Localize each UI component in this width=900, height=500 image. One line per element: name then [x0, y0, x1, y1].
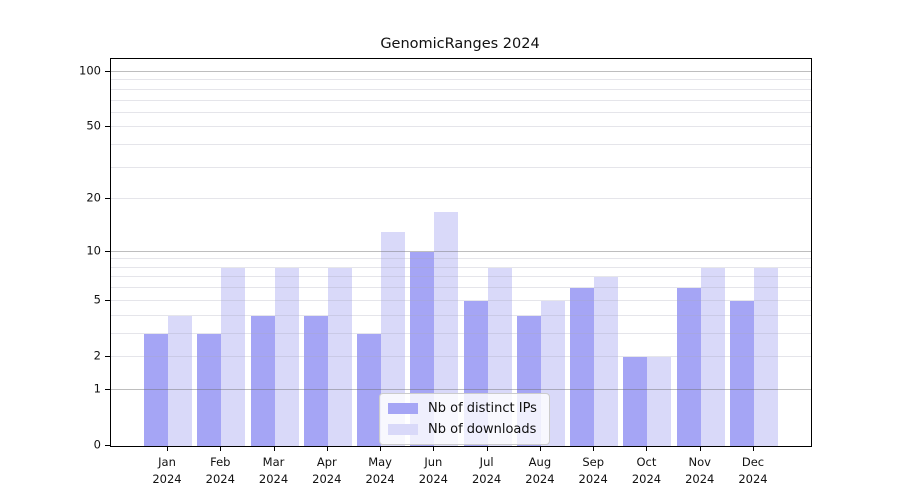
legend-swatch-distinct-ips-icon	[388, 402, 418, 414]
bar-distinct-ips-dec	[730, 300, 754, 446]
y-tick-mark-50	[105, 126, 110, 128]
x-tick-mark-jun	[433, 446, 435, 451]
bar-distinct-ips-sep	[570, 288, 595, 446]
legend-label-downloads: Nb of downloads	[428, 421, 537, 437]
x-tick-mark-may	[380, 446, 382, 451]
y-tick-label-2: 2	[93, 348, 101, 363]
y-tick-mark-10	[105, 250, 110, 252]
x-tick-label-aug: Aug 2024	[525, 455, 555, 486]
x-tick-mark-nov	[699, 446, 701, 451]
bar-downloads-nov	[700, 267, 725, 446]
x-tick-label-oct: Oct 2024	[631, 455, 662, 486]
y-tick-mark-100	[105, 70, 110, 72]
y-tick-mark-0	[105, 445, 110, 446]
x-tick-mark-dec	[753, 446, 754, 451]
bars-layer	[111, 59, 811, 446]
bar-downloads-apr	[327, 267, 352, 446]
bar-distinct-ips-apr	[303, 315, 328, 446]
legend: Nb of distinct IPs Nb of downloads	[379, 393, 550, 445]
x-tick-label-jul: Jul 2024	[471, 455, 502, 486]
bar-downloads-sep	[594, 277, 619, 446]
bar-distinct-ips-may	[357, 333, 382, 446]
y-tick-label-10: 10	[86, 242, 101, 257]
x-tick-label-apr: Apr 2024	[312, 455, 342, 486]
bar-distinct-ips-feb	[197, 333, 222, 446]
x-tick-mark-feb	[220, 446, 222, 451]
bar-downloads-feb	[221, 267, 246, 446]
x-tick-mark-jan	[167, 446, 168, 451]
bar-downloads-oct	[647, 356, 672, 446]
x-tick-label-may: May 2024	[365, 455, 395, 486]
x-tick-mark-apr	[326, 446, 328, 451]
x-tick-label-mar: Mar 2024	[258, 455, 289, 486]
x-tick-mark-oct	[646, 446, 648, 451]
x-tick-mark-jul	[486, 446, 488, 451]
legend-item-distinct-ips: Nb of distinct IPs	[388, 399, 537, 417]
legend-swatch-downloads-icon	[388, 423, 418, 435]
y-tick-mark-5	[105, 299, 110, 301]
x-tick-label-jun: Jun 2024	[418, 455, 448, 486]
y-tick-label-5: 5	[93, 292, 101, 307]
bar-distinct-ips-mar	[250, 315, 275, 446]
bar-downloads-dec	[754, 267, 778, 446]
y-tick-mark-1	[105, 388, 110, 390]
bar-distinct-ips-oct	[623, 356, 648, 446]
y-tick-label-100: 100	[79, 63, 101, 78]
y-tick-mark-20	[105, 198, 110, 200]
legend-label-distinct-ips: Nb of distinct IPs	[428, 400, 537, 416]
y-tick-label-1: 1	[93, 381, 101, 396]
legend-item-downloads: Nb of downloads	[388, 420, 537, 438]
chart-title: GenomicRanges 2024	[380, 36, 540, 52]
y-tick-mark-2	[105, 355, 110, 357]
bar-downloads-jan	[168, 315, 192, 446]
plot-area: Nb of distinct IPs Nb of downloads	[110, 58, 812, 447]
x-tick-label-jan: Jan 2024	[152, 455, 182, 486]
bar-distinct-ips-jan	[144, 333, 168, 446]
x-tick-mark-sep	[593, 446, 595, 451]
x-tick-label-sep: Sep 2024	[578, 455, 608, 486]
y-tick-label-0: 0	[93, 437, 101, 452]
bar-downloads-mar	[274, 267, 299, 446]
x-tick-mark-aug	[539, 446, 541, 451]
x-tick-mark-mar	[273, 446, 275, 451]
x-tick-label-nov: Nov 2024	[685, 455, 715, 486]
y-tick-label-50: 50	[86, 118, 101, 133]
bar-distinct-ips-nov	[676, 288, 701, 446]
x-tick-label-dec: Dec 2024	[738, 455, 768, 486]
y-tick-label-20: 20	[86, 190, 101, 205]
x-tick-label-feb: Feb 2024	[205, 455, 235, 486]
